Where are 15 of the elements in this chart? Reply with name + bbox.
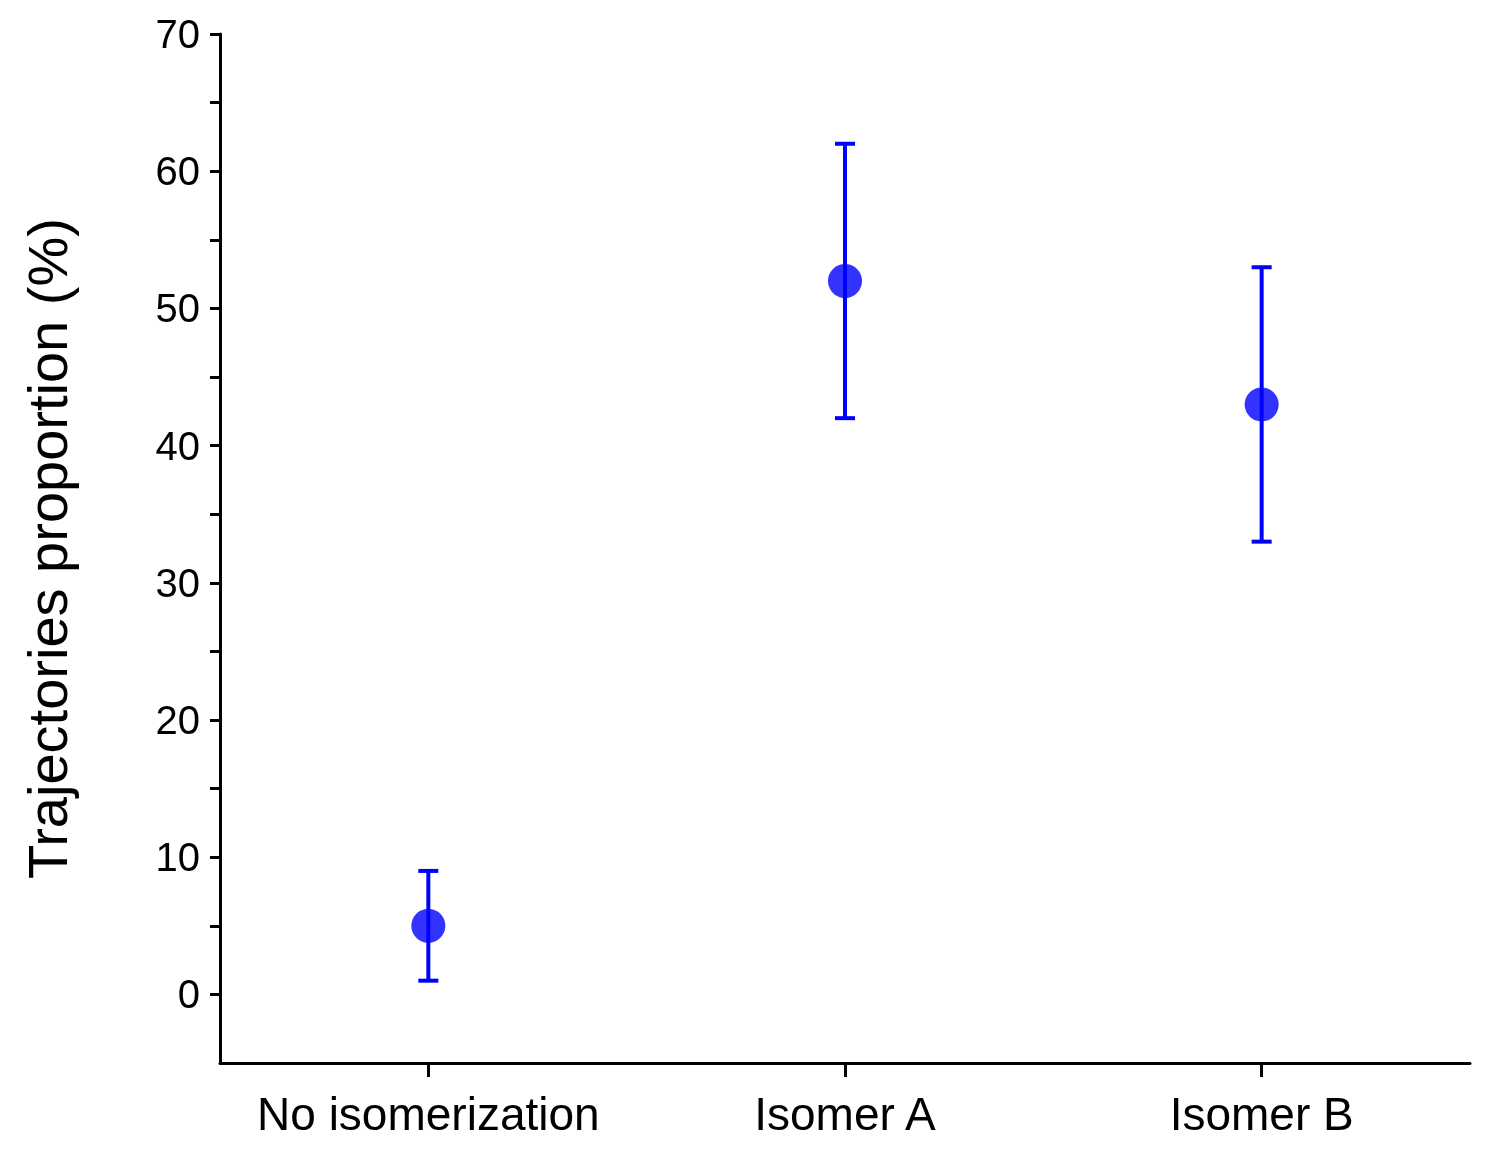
x-tick-label: No isomerization — [257, 1088, 600, 1140]
point — [1244, 387, 1279, 422]
x-tick-label: Isomer A — [754, 1088, 937, 1140]
x-tick-label: Isomer B — [1169, 1088, 1354, 1140]
y-axis-title: Trajectories proportion (%) — [15, 218, 79, 879]
point — [411, 908, 446, 943]
y-tick-label: 30 — [155, 560, 200, 605]
y-tick-label: 60 — [155, 149, 200, 194]
y-tick-label: 70 — [155, 12, 200, 56]
y-tick-label: 50 — [155, 286, 200, 331]
y-tick-label: 10 — [155, 835, 200, 880]
point — [828, 263, 862, 298]
y-tick-label: 20 — [155, 698, 200, 742]
y-tick-label: 0 — [177, 972, 200, 1017]
y-tick-label: 40 — [155, 423, 200, 468]
